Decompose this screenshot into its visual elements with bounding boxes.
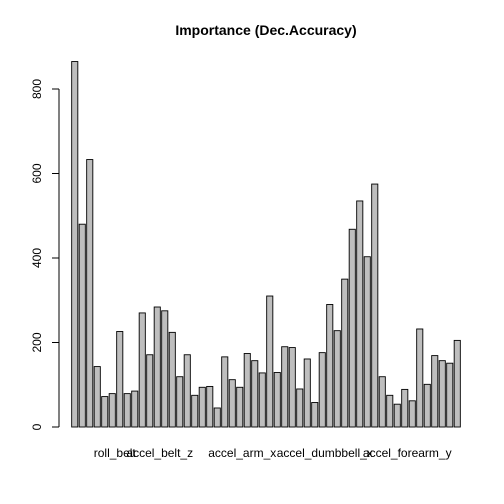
bar-8 xyxy=(131,390,139,428)
bar-42 xyxy=(386,394,394,428)
bar-1 xyxy=(78,223,86,428)
y-axis: 0 200 400 600 800 xyxy=(30,79,60,430)
bar-26 xyxy=(266,295,274,428)
bar-33 xyxy=(318,352,326,428)
bar-47 xyxy=(423,383,431,428)
y-tick-label-800: 800 xyxy=(30,79,44,99)
bar-31 xyxy=(303,358,311,428)
bar-43 xyxy=(393,403,401,428)
bar-39 xyxy=(363,256,371,428)
bar-29 xyxy=(288,347,296,428)
bar-22 xyxy=(236,386,244,428)
bar-17 xyxy=(198,386,206,428)
bar-16 xyxy=(191,394,199,428)
chart-title: Importance (Dec.Accuracy) xyxy=(175,22,356,38)
bar-50 xyxy=(446,362,454,428)
bar-38 xyxy=(356,200,364,428)
bar-21 xyxy=(228,379,236,428)
bar-32 xyxy=(311,402,319,428)
bar-4 xyxy=(101,396,109,428)
bar-45 xyxy=(408,400,416,428)
bar-30 xyxy=(296,388,304,428)
bar-40 xyxy=(371,183,379,428)
bar-11 xyxy=(153,306,161,428)
bar-34 xyxy=(326,304,334,428)
bar-0 xyxy=(71,61,79,428)
bar-10 xyxy=(146,354,154,428)
bar-25 xyxy=(258,372,266,428)
bar-13 xyxy=(168,331,176,428)
bar-20 xyxy=(221,356,229,428)
bar-2 xyxy=(86,159,94,428)
bar-14 xyxy=(176,376,184,428)
bar-3 xyxy=(93,366,101,428)
x-tick-label-accel_belt_z: accel_belt_z xyxy=(126,446,193,460)
x-tick-label-roll_belt: roll_belt xyxy=(94,446,137,460)
bar-12 xyxy=(161,310,169,428)
bar-18 xyxy=(206,385,214,428)
y-tick-label-0: 0 xyxy=(30,423,44,430)
x-tick-label-accel_forearm_y: accel_forearm_y xyxy=(363,446,452,460)
bar-15 xyxy=(183,354,191,428)
bar-7 xyxy=(123,393,131,428)
bar-37 xyxy=(348,228,356,428)
y-tick-label-600: 600 xyxy=(30,163,44,183)
bar-5 xyxy=(108,393,116,428)
bar-35 xyxy=(333,330,341,428)
bar-44 xyxy=(401,388,409,428)
x-tick-label-accel_arm_x: accel_arm_x xyxy=(208,446,276,460)
y-tick-label-200: 200 xyxy=(30,332,44,352)
bar-6 xyxy=(116,331,124,428)
bar-28 xyxy=(281,346,289,428)
bar-49 xyxy=(438,360,446,428)
bars-group xyxy=(71,61,461,428)
bar-46 xyxy=(416,328,424,428)
bar-27 xyxy=(273,372,281,428)
bar-36 xyxy=(341,278,349,428)
bar-41 xyxy=(378,376,386,428)
bar-24 xyxy=(251,360,259,428)
x-tick-label-accel_dumbbell_x: accel_dumbbell_x xyxy=(277,446,373,460)
bar-51 xyxy=(453,339,461,428)
bar-9 xyxy=(138,312,146,428)
y-tick-label-400: 400 xyxy=(30,248,44,268)
bar-19 xyxy=(213,407,221,428)
bar-23 xyxy=(243,353,251,428)
bar-48 xyxy=(431,355,439,428)
